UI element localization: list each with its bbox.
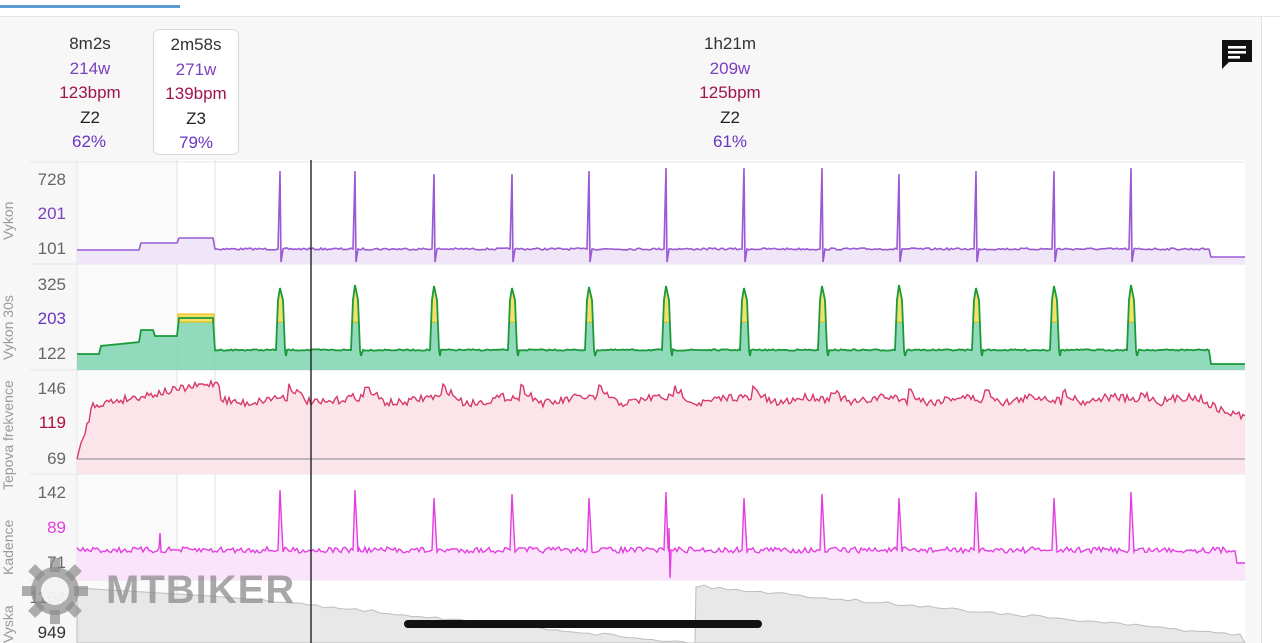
elevation-tick-min: 949	[37, 623, 66, 642]
mtbiker-watermark: MTBIKER	[20, 556, 320, 626]
segment-duration: 2m58s	[170, 35, 222, 54]
elevation-area	[76, 584, 1246, 643]
power30-tick-max: 325	[37, 275, 66, 294]
segment-power: 214w	[69, 58, 111, 78]
gear-logo-icon	[22, 558, 88, 624]
segment-heart-rate: 139bpm	[165, 84, 227, 103]
power-axis-label: Vykon	[0, 201, 16, 240]
segment-summary-2-selected[interactable]: 2m58s 271w 139bpm Z3 79%	[153, 29, 239, 155]
segment-duration: 8m2s	[69, 34, 111, 53]
segment-zone: Z3	[186, 108, 206, 128]
home-indicator[interactable]	[404, 620, 762, 628]
power-line	[77, 167, 1245, 263]
power30-high-fill	[177, 287, 1136, 323]
segment-summary-3[interactable]: 1h21m 209w 125bpm Z2 61%	[650, 32, 810, 155]
segment-zone: Z2	[80, 107, 100, 127]
segment-power: 271w	[175, 59, 217, 79]
hr-axis-label: Tepova frekvence	[0, 380, 16, 490]
cadence-tick-max: 142	[37, 483, 66, 502]
heart-rate-fill	[77, 381, 1245, 474]
cadence-tick-avg: 89	[47, 518, 66, 537]
segment-heart-rate: 125bpm	[699, 83, 761, 102]
power30-tick-min: 122	[37, 344, 66, 363]
cadence-axis-label: Kadence	[0, 519, 16, 575]
power-tick-min: 101	[37, 239, 66, 258]
power30-line	[77, 284, 1245, 365]
segment-summary-1[interactable]: 8m2s 214w 123bpm Z2 62%	[40, 32, 140, 155]
cadence-fill	[77, 490, 1245, 580]
comment-icon[interactable]	[1219, 37, 1255, 73]
segment-duration: 1h21m	[704, 34, 756, 53]
power30-axis-label: Vykon 30s	[0, 295, 16, 360]
power-fill	[77, 168, 1245, 264]
segment-percent: 79%	[178, 133, 214, 152]
hr-tick-avg: 119	[38, 413, 66, 432]
power30-fill	[77, 285, 1245, 370]
active-tab-indicator[interactable]	[0, 5, 180, 8]
power-tick-avg: 201	[37, 204, 66, 223]
watermark-text: MTBIKER	[106, 568, 296, 612]
segment-heart-rate: 123bpm	[59, 83, 121, 102]
power30-tick-avg: 203	[37, 309, 66, 328]
hr-tick-max: 146	[37, 379, 66, 398]
hr-tick-min: 69	[47, 449, 66, 468]
segment-zone: Z2	[720, 107, 740, 127]
elevation-axis-label: Vyska	[0, 605, 16, 643]
segment-power: 209w	[709, 58, 751, 78]
cadence-line	[76, 489, 1245, 579]
segment-percent: 62%	[71, 132, 107, 151]
segment-percent: 61%	[712, 132, 748, 151]
top-tab-bar	[0, 0, 1280, 17]
power-tick-max: 728	[37, 170, 66, 189]
heart-rate-line	[76, 378, 1246, 460]
